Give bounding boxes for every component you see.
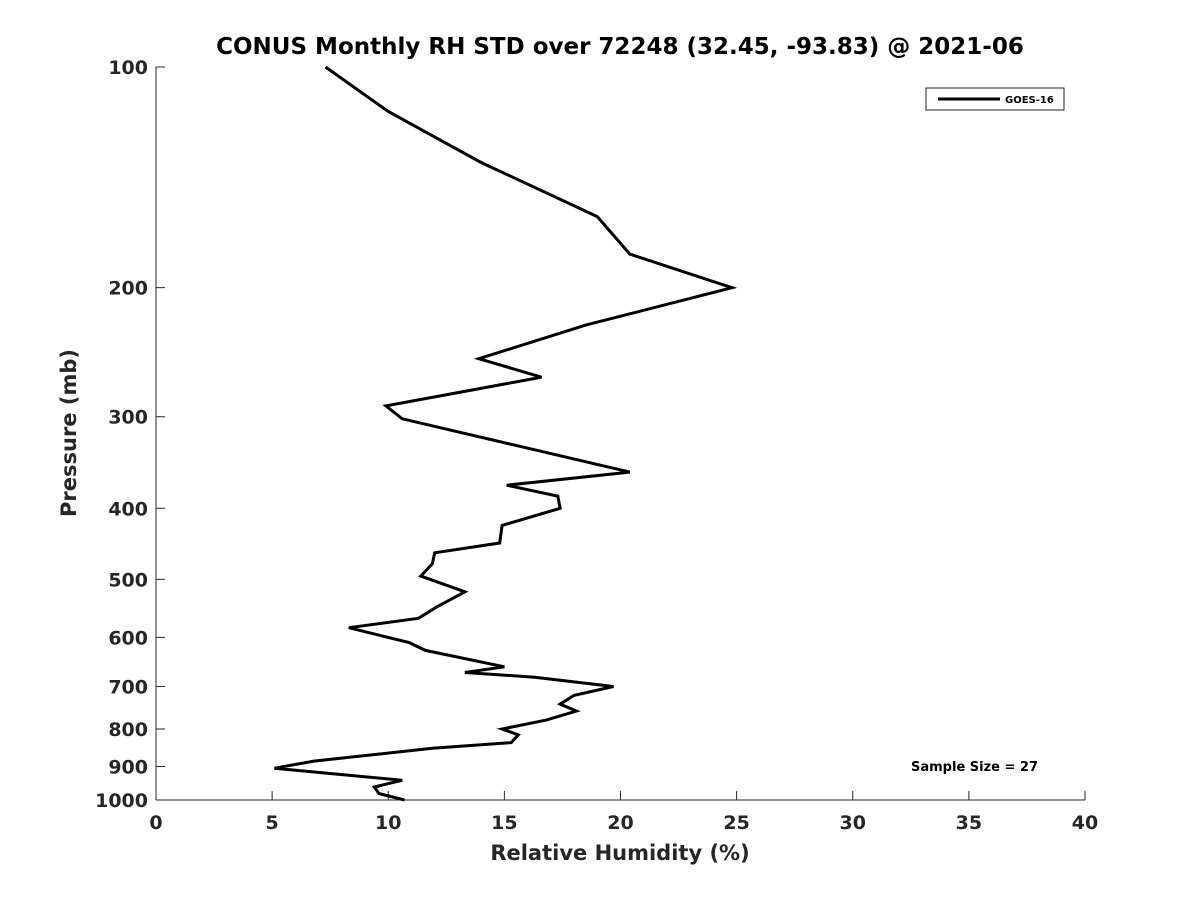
y-tick-label: 200 bbox=[108, 278, 148, 300]
plot-area bbox=[156, 67, 1085, 800]
x-tick-label: 5 bbox=[266, 812, 279, 834]
x-tick-label: 0 bbox=[149, 812, 162, 834]
x-tick-label: 20 bbox=[607, 812, 633, 834]
series-layer bbox=[274, 65, 738, 802]
y-ticks: 100 200 300 400 500 600 700 800 900 1000 bbox=[95, 57, 165, 812]
x-tick-label: 30 bbox=[840, 812, 866, 834]
y-tick-label: 1000 bbox=[95, 790, 148, 812]
legend-label: GOES-16 bbox=[1005, 95, 1054, 106]
legend: GOES-16 bbox=[925, 87, 1065, 111]
sample-size-annotation: Sample Size = 27 bbox=[911, 760, 1038, 775]
x-tick-label: 15 bbox=[491, 812, 517, 834]
y-tick-label: 800 bbox=[108, 719, 148, 741]
x-tick-label: 10 bbox=[375, 812, 401, 834]
x-axis-label: Relative Humidity (%) bbox=[490, 841, 749, 865]
y-tick-label: 100 bbox=[108, 57, 148, 79]
x-tick-label: 40 bbox=[1072, 812, 1098, 834]
x-tick-label: 35 bbox=[956, 812, 982, 834]
y-axis-label: Pressure (mb) bbox=[57, 349, 81, 517]
y-tick-label: 700 bbox=[108, 676, 148, 698]
x-ticks: 0 5 10 15 20 25 30 35 40 bbox=[149, 791, 1098, 834]
chart-title: CONUS Monthly RH STD over 72248 (32.45, … bbox=[216, 34, 1024, 60]
y-tick-label: 300 bbox=[108, 407, 148, 429]
series-line bbox=[274, 65, 738, 802]
x-tick-label: 25 bbox=[723, 812, 749, 834]
y-tick-label: 900 bbox=[108, 756, 148, 778]
y-tick-label: 400 bbox=[108, 498, 148, 520]
y-tick-label: 600 bbox=[108, 627, 148, 649]
y-tick-label: 500 bbox=[108, 569, 148, 591]
